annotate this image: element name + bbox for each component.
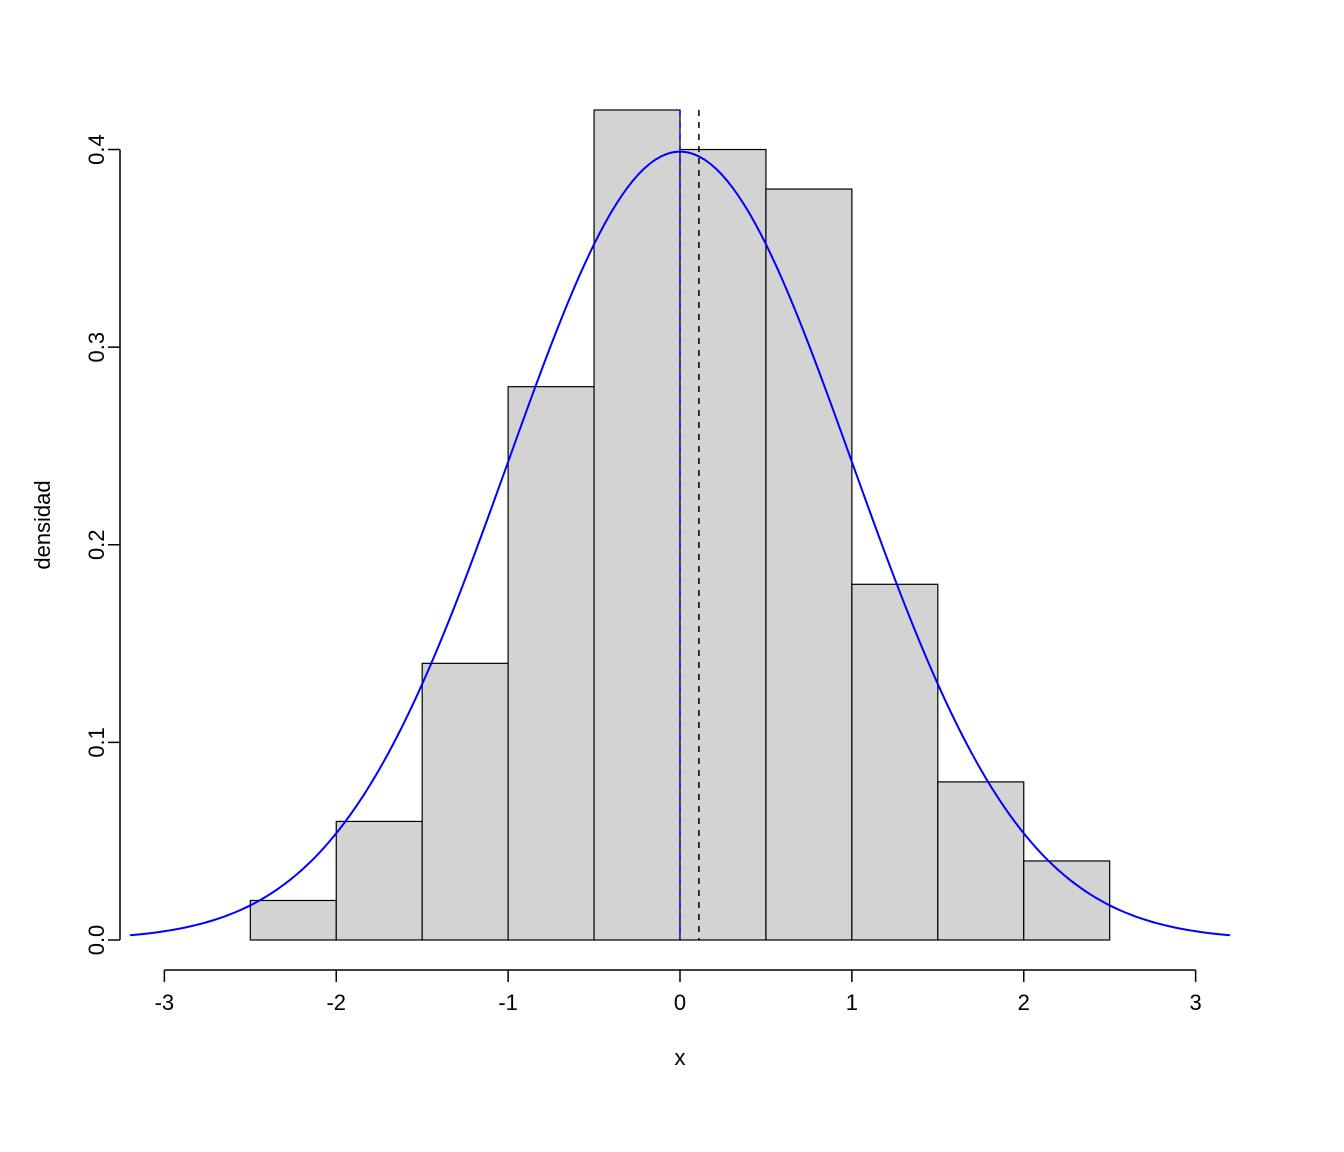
x-tick-label: -1 xyxy=(498,990,518,1015)
x-axis-label: x xyxy=(675,1045,686,1070)
histogram-bar xyxy=(766,189,852,940)
histogram-bar xyxy=(422,663,508,940)
histogram-bar xyxy=(680,150,766,940)
x-tick-label: 1 xyxy=(846,990,858,1015)
y-tick-label: 0.2 xyxy=(84,529,109,560)
x-tick-label: -2 xyxy=(326,990,346,1015)
x-tick-label: 2 xyxy=(1018,990,1030,1015)
y-tick-label: 0.0 xyxy=(84,925,109,956)
histogram-bar xyxy=(250,900,336,940)
y-tick-label: 0.1 xyxy=(84,727,109,758)
y-tick-label: 0.3 xyxy=(84,332,109,363)
y-axis-label: densidad xyxy=(30,480,55,569)
histogram-density-chart: -3 -2 -1 0 1 2 3 x 0.0 0.1 0.2 0.3 0.4 densidad xyxy=(0,0,1344,1152)
y-tick-label: 0.4 xyxy=(84,134,109,165)
x-tick-label: -3 xyxy=(155,990,175,1015)
histogram-bar xyxy=(508,387,594,940)
histogram-bar xyxy=(1024,861,1110,940)
histogram-bar xyxy=(852,584,938,940)
histogram-bar xyxy=(938,782,1024,940)
x-tick-label: 0 xyxy=(674,990,686,1015)
histogram-bar xyxy=(594,110,680,940)
x-tick-label: 3 xyxy=(1190,990,1202,1015)
histogram-bar xyxy=(336,821,422,940)
